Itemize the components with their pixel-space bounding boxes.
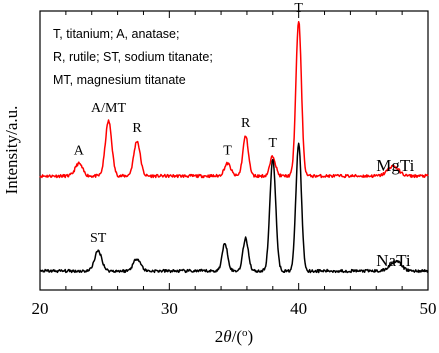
series-label-MgTi: MgTi: [376, 156, 414, 175]
peak-label: A: [74, 144, 85, 159]
series-line-MgTi: [39, 21, 429, 179]
x-tick-label: 20: [32, 299, 49, 318]
series-label-NaTi: NaTi: [376, 251, 411, 270]
peak-label: R: [132, 121, 142, 136]
peak-label: A/MT: [91, 101, 126, 116]
plot-frame: [39, 10, 429, 291]
peak-label: R: [241, 116, 251, 131]
x-tick-label: 30: [161, 299, 178, 318]
legend-box: T, titanium; A, anatase; R, rutile; ST, …: [53, 27, 213, 87]
y-axis-label: Intensity/a.u.: [2, 106, 21, 195]
series-layer: MgTi NaTi: [39, 21, 429, 274]
series-line-NaTi: [39, 142, 429, 274]
peak-label: T: [223, 144, 232, 159]
axis-ticks: 20 30 40 50: [32, 11, 437, 318]
x-tick-label: 40: [290, 299, 307, 318]
legend-line-3: MT, magnesium titanate: [53, 73, 186, 87]
x-axis-label: 2θ/(o): [215, 327, 253, 346]
peak-label: T: [294, 1, 303, 16]
peak-label: ST: [90, 231, 107, 246]
peak-label: T: [269, 136, 278, 151]
legend-line-2: R, rutile; ST, sodium titanate;: [53, 50, 213, 64]
legend-line-1: T, titanium; A, anatase;: [53, 27, 179, 41]
x-tick-label: 50: [420, 299, 437, 318]
